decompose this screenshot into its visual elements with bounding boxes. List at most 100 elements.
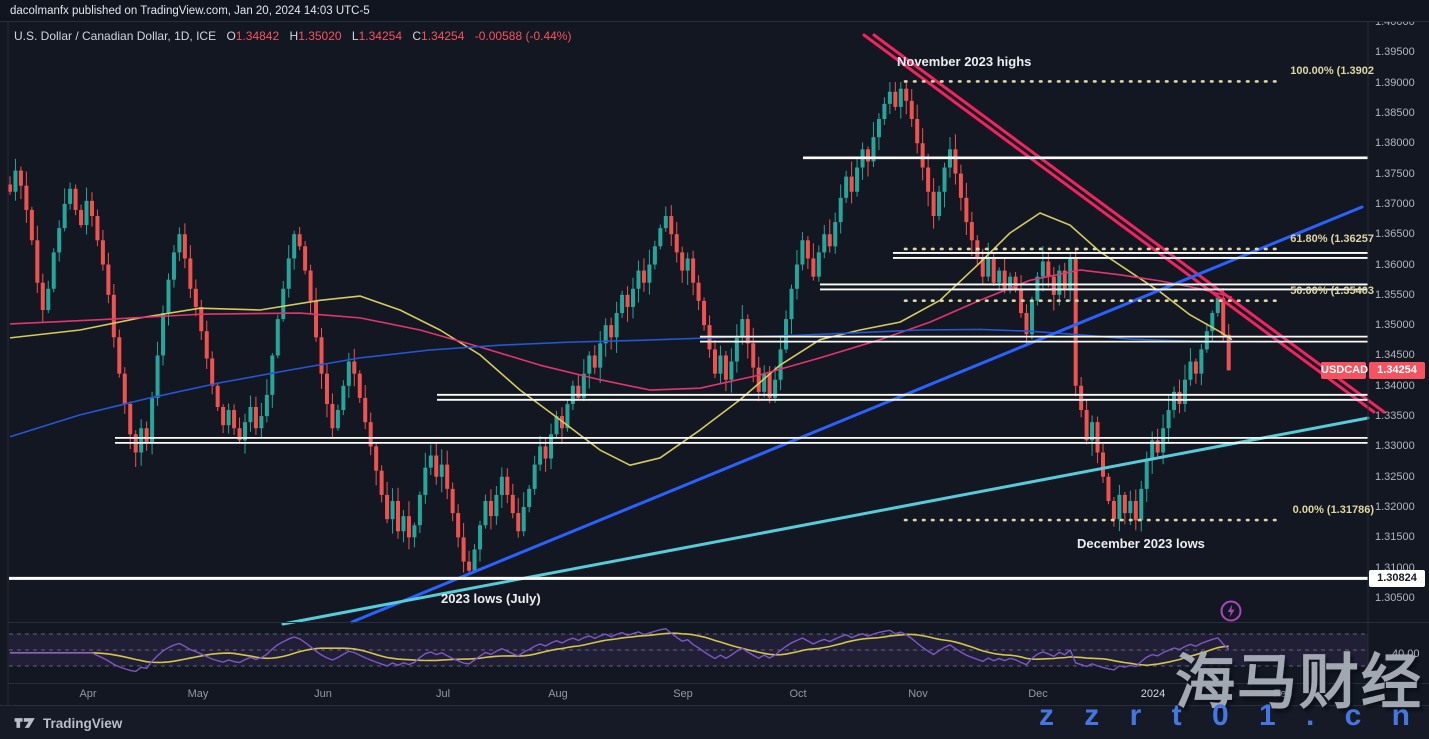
time-axis-label-dec: Dec — [1028, 688, 1048, 700]
candle-body — [221, 407, 226, 426]
candle-body — [264, 394, 269, 417]
bear-channel-line-1[interactable] — [862, 33, 1376, 414]
candle-body — [1161, 428, 1166, 453]
candle-body — [1215, 297, 1220, 314]
candle-body — [844, 176, 849, 198]
annotation-november-highs: November 2023 highs — [897, 54, 1032, 69]
candle-body — [456, 513, 461, 538]
candle-body — [139, 428, 144, 453]
candle-body — [1210, 313, 1215, 332]
candle-body — [1117, 494, 1122, 520]
candle-body — [816, 252, 821, 277]
candle-body — [603, 325, 608, 344]
ohlc-low-value: 1.34254 — [358, 29, 402, 43]
candle-body — [756, 367, 761, 392]
fib-level-label: 0.00% (1.31786) — [1292, 504, 1374, 516]
candle-body — [259, 416, 264, 429]
price-axis-label: 1.38000 — [1375, 137, 1415, 150]
candle-body — [876, 119, 881, 138]
price-axis-label: 1.37000 — [1375, 197, 1415, 210]
candle-body — [166, 279, 171, 314]
candle-body — [1193, 361, 1198, 374]
candle-body — [423, 467, 428, 495]
candle-body — [614, 313, 619, 338]
candle-body — [587, 355, 592, 374]
candle-body — [521, 507, 526, 532]
candle-body — [461, 537, 466, 562]
fib-level-label: 50.00% (1.35403 — [1290, 284, 1374, 297]
sma-fast-yellow — [9, 212, 1233, 467]
candle-body — [29, 209, 34, 241]
price-axis-label: 1.32000 — [1375, 501, 1415, 514]
candle-body — [1106, 476, 1111, 501]
candle-body — [767, 373, 772, 398]
rsi-ma-line — [10, 632, 1229, 667]
candle-body — [931, 191, 936, 217]
candle-body — [915, 119, 920, 144]
candle-body — [958, 173, 963, 198]
candle-body — [363, 397, 368, 423]
watermark-cjk: 海马财经 — [1175, 648, 1423, 718]
candle-body — [374, 446, 379, 471]
candle-body — [368, 422, 373, 447]
time-axis-label-2024: 2024 — [1140, 688, 1166, 700]
candle-body — [1133, 500, 1138, 521]
symbol-legend[interactable]: U.S. Dollar / Canadian Dollar, 1D, ICE O… — [14, 29, 571, 43]
candle-body — [1221, 297, 1226, 335]
candle-body — [155, 355, 160, 398]
candle-body — [177, 234, 182, 253]
candle-body — [1139, 488, 1144, 521]
candle-body — [477, 525, 482, 550]
candle-body — [439, 464, 444, 477]
candle-body — [1008, 276, 1013, 289]
rising-trendline-cyan[interactable] — [281, 416, 1370, 626]
candle-body — [849, 176, 854, 192]
candle-body — [592, 355, 597, 368]
price-axis-label: 1.33000 — [1375, 440, 1415, 453]
candle-body — [734, 337, 739, 362]
candle-body — [171, 252, 176, 280]
rising-trendline-blue[interactable] — [350, 205, 1364, 624]
candle-body — [543, 446, 548, 459]
candle-body — [467, 561, 472, 571]
candle-body — [275, 319, 280, 356]
annotation-december-lows: December 2023 lows — [1077, 536, 1205, 551]
candle-body — [1144, 458, 1149, 489]
candle-body — [1182, 379, 1187, 404]
candle-body — [1090, 422, 1095, 441]
candle-body — [193, 288, 198, 307]
candle-body — [1068, 258, 1073, 289]
candle-body — [510, 494, 515, 514]
candle-body — [106, 264, 111, 295]
sma-mid-crimson — [9, 269, 1233, 391]
candle-body — [729, 361, 734, 380]
rsi-last-value: 40.00 — [1392, 648, 1420, 660]
candle-body — [117, 337, 122, 374]
candle-body — [68, 188, 73, 204]
candle-body — [122, 373, 127, 404]
fib-level-label: 100.00% (1.3902 — [1290, 65, 1374, 78]
price-axis-label: 1.39000 — [1375, 76, 1415, 89]
candle-body — [128, 403, 133, 435]
bear-channel-line-2[interactable] — [872, 33, 1386, 414]
time-axis-label-feb: Feb — [1273, 688, 1293, 700]
tradingview-brand[interactable]: TradingView — [43, 715, 123, 731]
ohlc-close-label: C — [412, 29, 422, 43]
candle-body — [1029, 300, 1034, 335]
candle-body — [100, 240, 105, 265]
candle-body — [242, 422, 247, 441]
candle-body — [89, 200, 94, 217]
candle-body — [95, 216, 100, 241]
candle-body — [84, 200, 89, 226]
flash-icon[interactable] — [1220, 600, 1242, 622]
candle-body — [898, 88, 903, 107]
candle-body — [882, 103, 887, 120]
candle-body — [303, 246, 308, 271]
last-price-chip: 1.34254 — [1369, 361, 1425, 379]
ohlc-open-label: O — [226, 29, 236, 43]
candle-body — [652, 246, 657, 265]
candle-body — [204, 331, 209, 359]
candle-body — [549, 434, 554, 459]
